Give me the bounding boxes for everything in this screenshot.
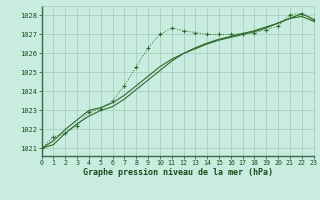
X-axis label: Graphe pression niveau de la mer (hPa): Graphe pression niveau de la mer (hPa) xyxy=(83,168,273,177)
